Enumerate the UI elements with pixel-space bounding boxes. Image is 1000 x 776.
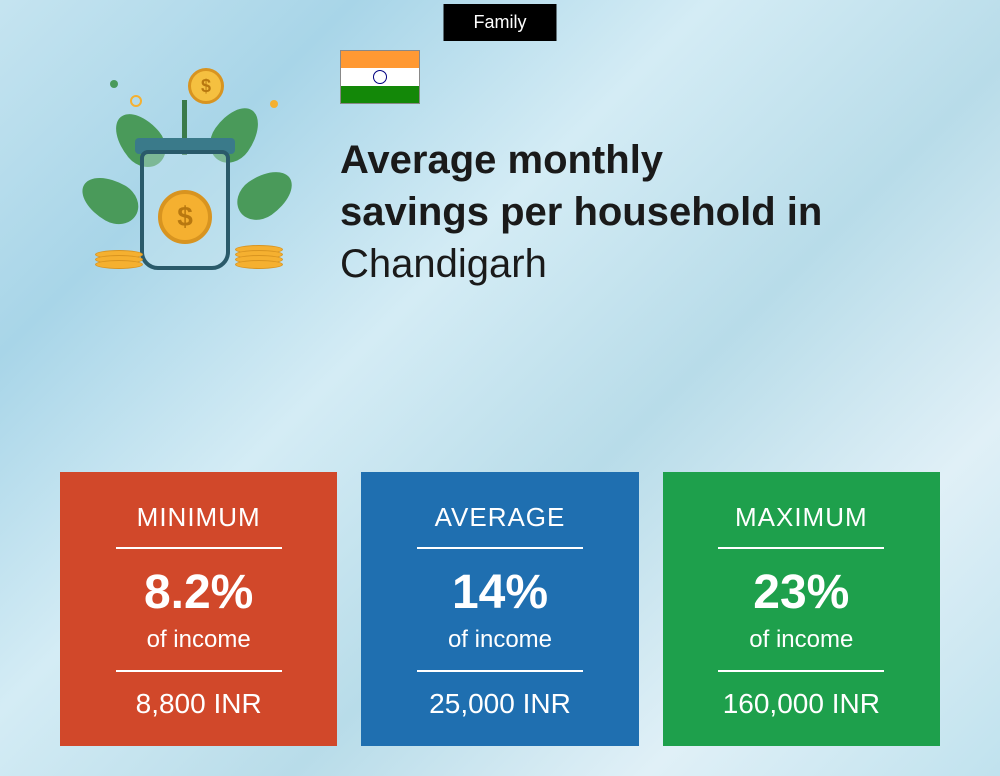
stat-card-minimum: MINIMUM 8.2% of income 8,800 INR	[60, 472, 337, 746]
leaf-icon	[74, 168, 146, 233]
card-label: MINIMUM	[80, 502, 317, 533]
card-amount: 160,000 INR	[683, 688, 920, 720]
india-flag-icon	[340, 50, 420, 104]
divider	[417, 547, 583, 549]
decoration-dot	[110, 80, 118, 88]
coin-icon: $	[188, 68, 224, 104]
stat-card-maximum: MAXIMUM 23% of income 160,000 INR	[663, 472, 940, 746]
divider	[718, 670, 884, 672]
card-label: AVERAGE	[381, 502, 618, 533]
card-percent: 23%	[683, 565, 920, 620]
card-amount: 25,000 INR	[381, 688, 618, 720]
divider	[718, 547, 884, 549]
card-percent: 14%	[381, 565, 618, 620]
coin-pile-icon	[235, 245, 283, 265]
card-percent: 8.2%	[80, 565, 317, 620]
card-unit: of income	[80, 626, 317, 654]
top-category-label: Family	[444, 4, 557, 41]
divider	[417, 670, 583, 672]
leaf-icon	[229, 161, 301, 228]
divider	[116, 670, 282, 672]
title-block: Average monthly savings per household in…	[340, 50, 940, 290]
divider	[116, 547, 282, 549]
card-unit: of income	[381, 626, 618, 654]
title-line-2: savings per household in	[340, 190, 822, 234]
city-name: Chandigarh	[340, 242, 547, 286]
card-label: MAXIMUM	[683, 502, 920, 533]
decoration-dot	[130, 95, 142, 107]
stats-cards-row: MINIMUM 8.2% of income 8,800 INR AVERAGE…	[60, 472, 940, 746]
savings-jar-illustration: $ $	[60, 50, 300, 290]
coin-pile-icon	[95, 250, 143, 265]
card-unit: of income	[683, 626, 920, 654]
header-area: $ $ Average monthly savings per househol…	[60, 50, 940, 290]
main-title: Average monthly savings per household in…	[340, 134, 940, 290]
stat-card-average: AVERAGE 14% of income 25,000 INR	[361, 472, 638, 746]
decoration-dot	[270, 100, 278, 108]
coin-icon: $	[158, 190, 212, 244]
title-line-1: Average monthly	[340, 138, 663, 182]
card-amount: 8,800 INR	[80, 688, 317, 720]
